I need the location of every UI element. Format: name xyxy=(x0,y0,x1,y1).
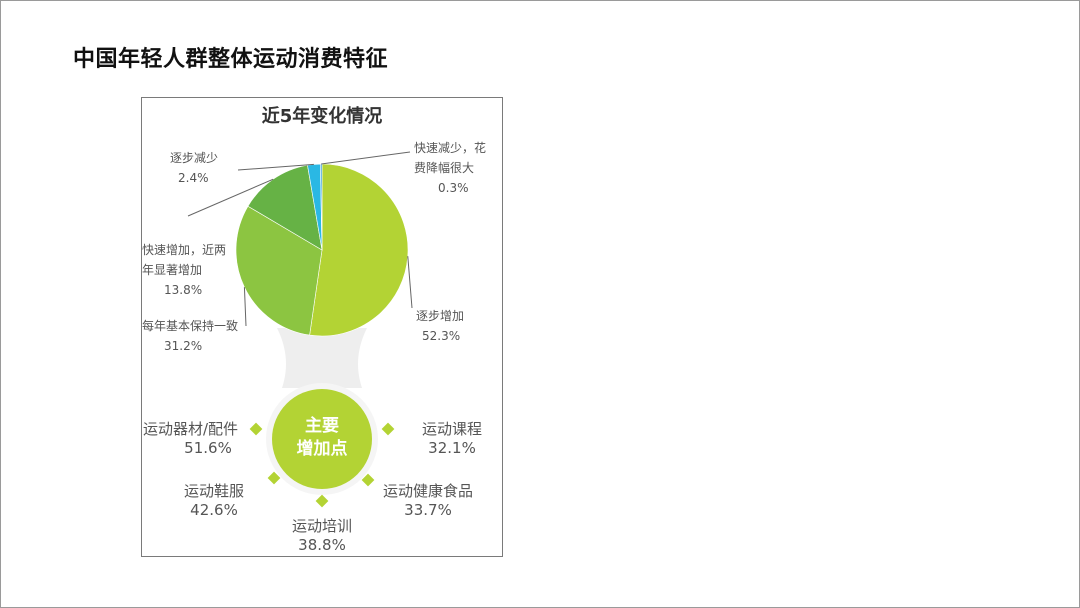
pie xyxy=(235,163,409,337)
pie-slice xyxy=(309,163,409,337)
pie-label: 逐步增加 xyxy=(416,309,464,323)
connector-band xyxy=(277,328,367,388)
item-label: 运动鞋服 xyxy=(184,482,244,500)
item-value: 32.1% xyxy=(428,439,476,457)
pie-label: 逐步减少 xyxy=(170,151,218,165)
page-title: 中国年轻人群整体运动消费特征 xyxy=(73,47,389,72)
hub-label-line2: 增加点 xyxy=(297,438,348,459)
pie-label: 年显著增加 xyxy=(142,263,202,277)
item-value: 42.6% xyxy=(190,501,238,519)
item-value: 33.7% xyxy=(404,501,452,519)
pie-value-label: 52.3% xyxy=(422,329,460,343)
chart-svg: 近5年变化情况 逐步增加 52.3% 每年基本保持一致 31.2% 快速增加，近两年显著… xyxy=(142,105,486,554)
pie-label: 费降幅很大 xyxy=(414,160,474,175)
pie-value-label: 13.8% xyxy=(164,283,202,297)
pie-leader-line xyxy=(243,287,247,327)
pie-label: 每年基本保持一致 xyxy=(142,318,238,333)
hub-label-line1: 主要 xyxy=(305,415,339,436)
pie-leader-line xyxy=(237,163,314,171)
item-marker xyxy=(381,422,395,436)
item-label: 运动器材/配件 xyxy=(143,420,238,438)
item-marker xyxy=(249,422,263,436)
chart-panel: 近5年变化情况 逐步增加 52.3% 每年基本保持一致 31.2% 快速增加，近两 年显著… xyxy=(141,97,503,557)
pie-value-label: 0.3% xyxy=(438,181,469,195)
pie-leader-line xyxy=(187,178,274,217)
item-label: 运动健康食品 xyxy=(383,482,473,500)
pie-label: 快速增加，近两 xyxy=(142,243,226,257)
item-label: 运动培训 xyxy=(292,517,352,535)
hub: 主要 增加点 xyxy=(266,383,378,495)
pie-label: 快速减少，花 xyxy=(414,140,486,155)
item-marker xyxy=(361,473,375,487)
item-marker xyxy=(267,471,281,485)
pie-value-label: 2.4% xyxy=(178,171,209,185)
hub-circle xyxy=(272,389,372,489)
item-value: 51.6% xyxy=(184,439,232,457)
pie-leader-line xyxy=(407,256,413,309)
item-label: 运动课程 xyxy=(422,420,482,438)
item-value: 38.8% xyxy=(298,536,346,554)
pie-value-label: 31.2% xyxy=(164,339,202,353)
pie-leader-line xyxy=(321,151,411,165)
pie-title: 近5年变化情况 xyxy=(262,105,383,127)
item-marker xyxy=(315,494,329,508)
